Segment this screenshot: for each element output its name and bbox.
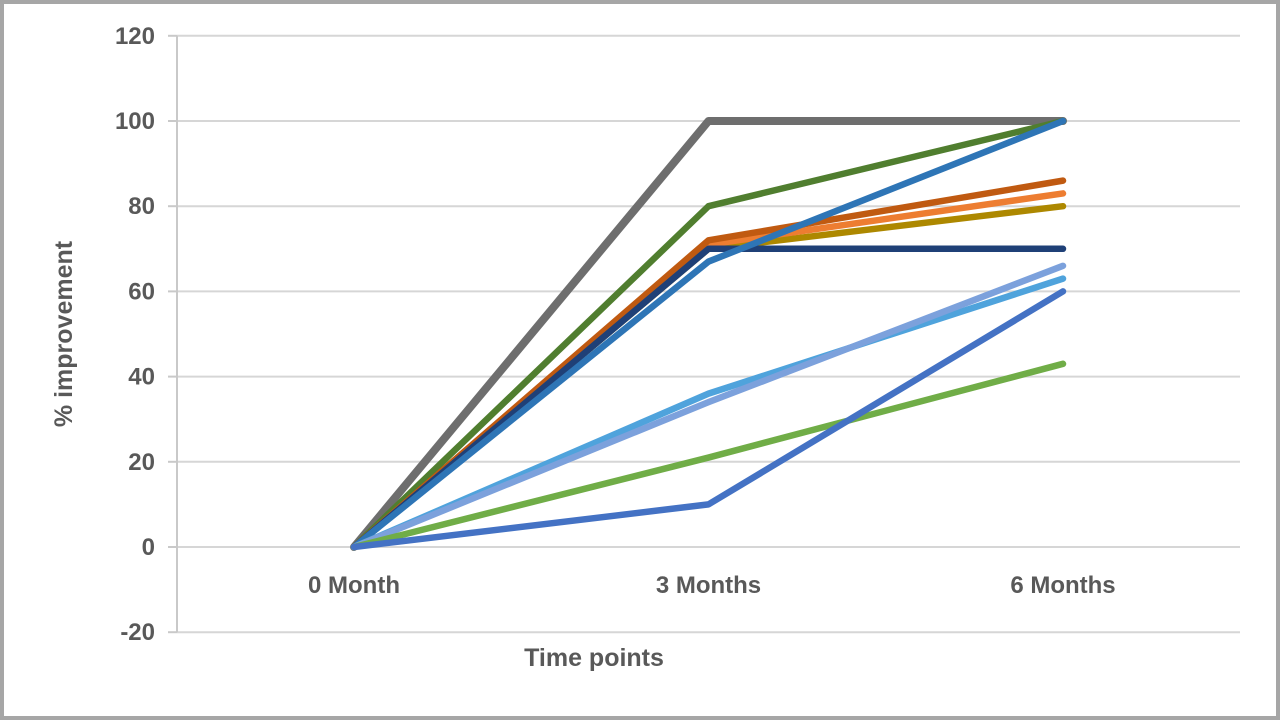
x-axis-title: Time points (524, 644, 664, 672)
x-category-label-2: 6 Months (1010, 572, 1115, 599)
y-tick-label-100: 100 (115, 108, 155, 135)
series-steel-blue (350, 117, 1067, 551)
axis-group (168, 34, 178, 634)
y-axis-title: % improvement (50, 240, 78, 427)
series-green (350, 360, 1067, 551)
y-tick-label-120: 120 (115, 23, 155, 50)
y-tick-label-0: 0 (142, 534, 155, 561)
y-tick-labels: 120 100 80 60 40 20 0 -20 (115, 23, 155, 646)
y-tick-label-40: 40 (128, 364, 155, 391)
series-navy (350, 245, 1067, 551)
series-dark-orange (350, 177, 1067, 551)
y-tick-label-20: 20 (128, 449, 155, 476)
x-category-labels: 0 Month 3 Months 6 Months (308, 572, 1116, 599)
series-lines (350, 117, 1067, 551)
x-category-label-1: 3 Months (656, 572, 761, 599)
series-royal-blue (350, 288, 1067, 551)
y-tick-label--20: -20 (120, 619, 155, 646)
series-cornflower (350, 262, 1067, 551)
line-chart-svg: 120 100 80 60 40 20 0 -20 0 Month 3 Months 6 Mont… (50, 23, 1240, 672)
x-category-label-0: 0 Month (308, 572, 400, 599)
y-tick-label-60: 60 (128, 278, 155, 305)
y-tick-label-80: 80 (128, 193, 155, 220)
series-dark-green (350, 117, 1067, 551)
series-gray (350, 117, 1067, 551)
